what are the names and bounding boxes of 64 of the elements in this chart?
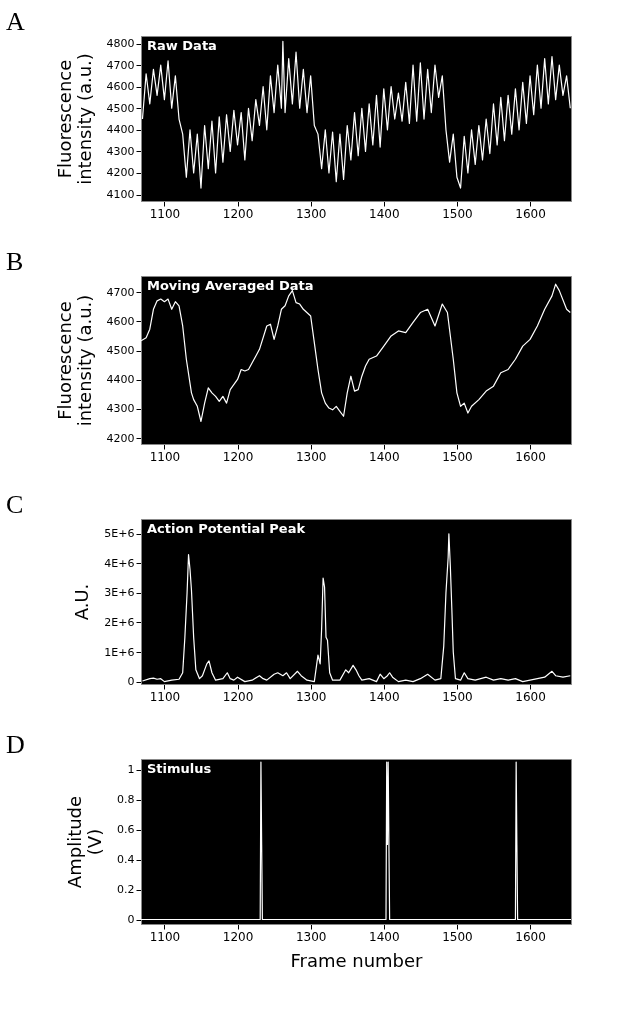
y-tick-label: 4200 xyxy=(106,166,135,180)
text: A xyxy=(6,7,25,36)
x-tick-label: 1200 xyxy=(222,449,254,464)
x-tick-label: 1400 xyxy=(369,206,400,221)
x-tick-label: 1300 xyxy=(295,929,327,944)
y-tick-label: 0 xyxy=(127,675,135,689)
y-tick-label: 5E+6 xyxy=(104,527,135,541)
x-tick-label: 1600 xyxy=(515,929,546,944)
x-tick-label: 1600 xyxy=(515,689,546,704)
y-tick-label: 3E+6 xyxy=(104,586,135,600)
x-tick-label: 1200 xyxy=(222,689,254,704)
chart-title: Raw Data xyxy=(147,38,217,53)
y-axis-title: Fluorescence intensity (a.u.) xyxy=(53,294,95,427)
y-tick-label: 4200 xyxy=(106,431,135,445)
y-tick-label: 4800 xyxy=(106,37,135,51)
y-axis-title: Amplitude (V) xyxy=(64,795,106,889)
y-tick-label: 4500 xyxy=(106,101,135,115)
x-tick-label: 1100 xyxy=(149,449,181,464)
x-tick-label: 1500 xyxy=(442,206,473,221)
x-tick-label: 1300 xyxy=(295,449,327,464)
y-tick-label: 4600 xyxy=(106,314,135,328)
y-tick-label: 1 xyxy=(127,763,135,776)
x-tick-label: 1200 xyxy=(222,206,254,221)
y-tick-label: 4300 xyxy=(106,144,135,158)
chart-title: Moving Averaged Data xyxy=(147,278,314,293)
y-tick-label: 4500 xyxy=(106,344,135,357)
x-tick-label: 1500 xyxy=(442,689,473,704)
y-tick-label: 4400 xyxy=(106,373,135,387)
y-tick-label: 4E+6 xyxy=(104,556,135,570)
chart-title: Action Potential Peak xyxy=(147,521,306,536)
y-tick-label: 0 xyxy=(127,913,135,926)
text: B xyxy=(6,247,24,276)
x-tick-label: 1100 xyxy=(149,206,181,221)
x-tick-label: 1300 xyxy=(295,206,327,221)
line-series xyxy=(141,40,571,189)
y-tick-label: 0.8 xyxy=(117,793,135,806)
y-axis-title: Fluorescence intensity (a.u.) xyxy=(53,53,95,185)
y-tick-label: 0.6 xyxy=(117,823,135,836)
y-tick-label: 4400 xyxy=(106,123,135,137)
y-tick-label: 4300 xyxy=(106,402,135,416)
y-tick-label: 0.2 xyxy=(117,883,135,896)
y-tick-label: 4700 xyxy=(106,285,135,299)
x-tick-label: 1600 xyxy=(515,449,546,464)
x-tick-label: 1400 xyxy=(369,929,400,944)
x-axis-title: Frame number xyxy=(290,949,424,971)
y-tick-label: 1E+6 xyxy=(104,645,135,659)
chart-title: Stimulus xyxy=(147,761,212,776)
y-tick-label: 0.4 xyxy=(117,853,135,866)
x-tick-label: 1100 xyxy=(149,929,181,944)
text: C xyxy=(6,490,24,519)
y-tick-label: 4700 xyxy=(106,58,135,72)
x-tick-label: 1600 xyxy=(515,206,546,221)
x-tick-label: 1300 xyxy=(295,689,327,704)
x-tick-label: 1100 xyxy=(149,689,181,704)
x-tick-label: 1500 xyxy=(442,449,473,464)
y-tick-label: 4100 xyxy=(106,188,135,202)
x-tick-label: 1200 xyxy=(222,929,254,944)
y-tick-label: 4600 xyxy=(106,80,135,94)
x-tick-label: 1500 xyxy=(442,929,473,944)
x-tick-label: 1400 xyxy=(369,689,400,704)
text: D xyxy=(6,730,25,759)
x-tick-label: 1400 xyxy=(369,449,400,464)
y-axis-title: A.U. xyxy=(71,583,93,621)
y-tick-label: 2E+6 xyxy=(104,615,135,629)
